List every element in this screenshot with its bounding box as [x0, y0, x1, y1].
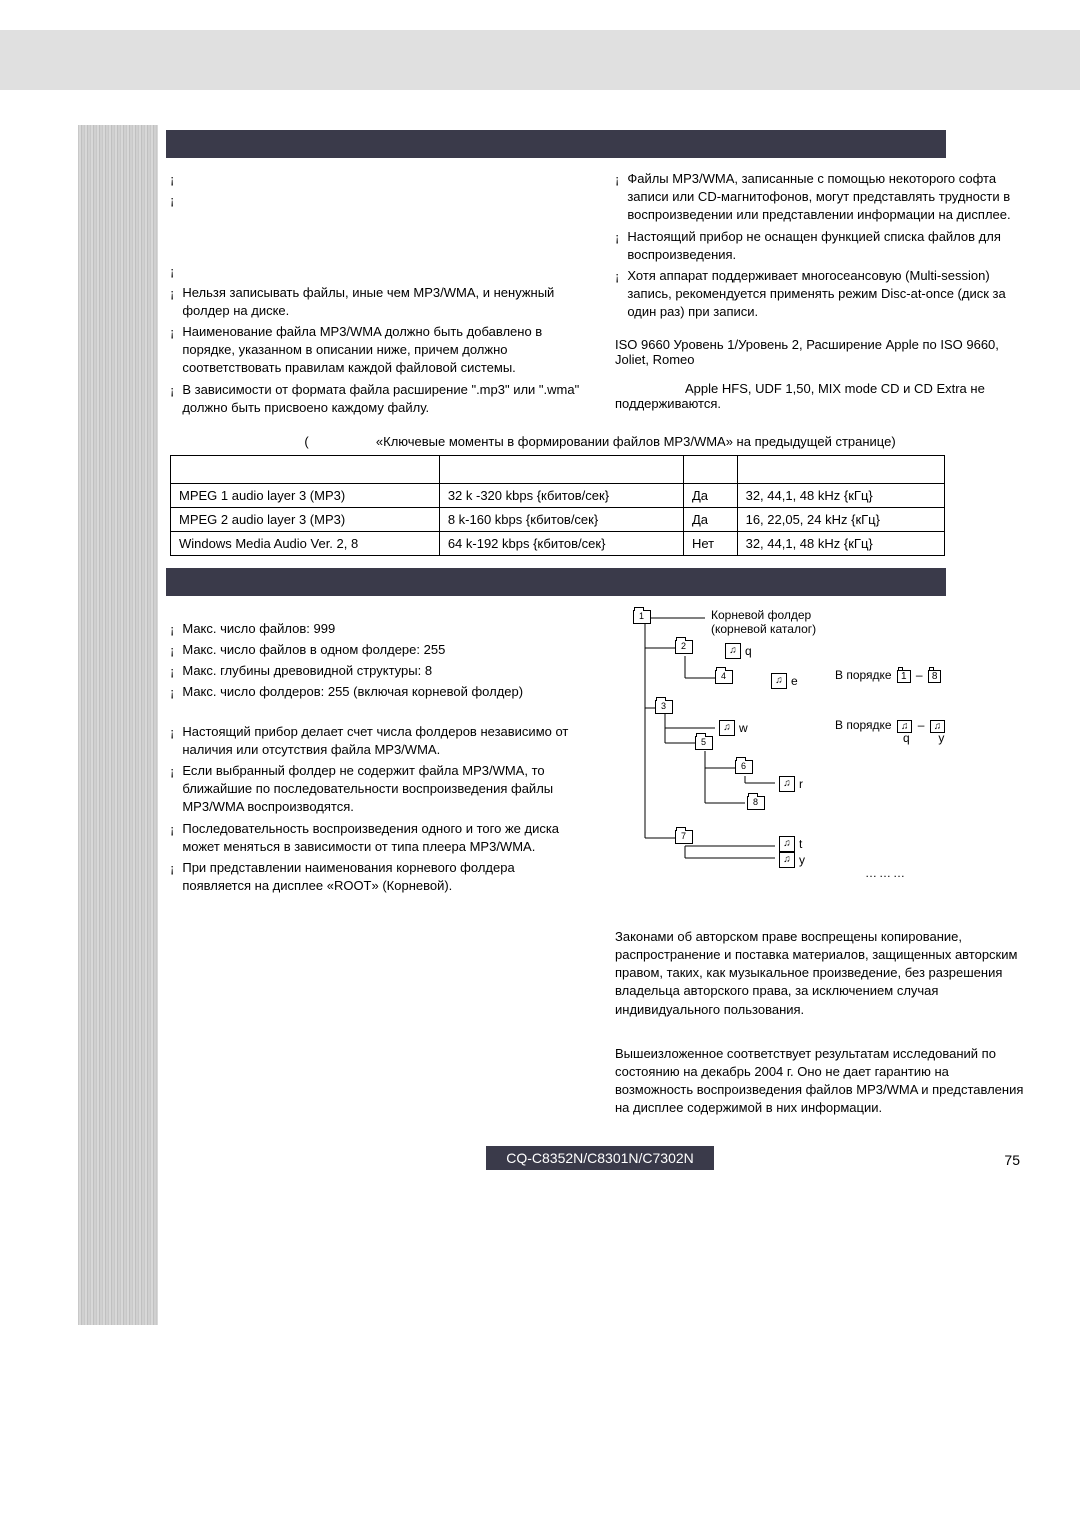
folder-icon: 2 — [675, 640, 693, 654]
folder-icon: 7 — [675, 830, 693, 844]
filesystem-line1: ISO 9660 Уровень 1/Уровень 2, Расширение… — [615, 337, 1030, 367]
filesystem-line2: Apple HFS, UDF 1,50, MIX mode CD и CD Ex… — [615, 381, 1030, 411]
section-bar-1 — [166, 130, 946, 158]
table-cell: Да — [683, 483, 737, 507]
recording-list-right: ¡Файлы MP3/WMA, записанные с помощью нек… — [615, 170, 1030, 322]
notes-list: ¡Настоящий прибор делает счет числа фолд… — [170, 723, 585, 896]
folder-icon: 8 — [747, 796, 765, 810]
music-icon: ♫ — [779, 836, 795, 852]
list-item: Настоящий прибор делает счет числа фолде… — [182, 723, 585, 759]
limits-list: ¡Макс. число файлов: 999 ¡Макс. число фа… — [170, 620, 585, 702]
music-icon: ♫ — [725, 643, 741, 659]
table-cell: MPEG 2 audio layer 3 (MP3) — [171, 507, 440, 531]
table-cell: 8 k-160 kbps {кбитов/сек} — [439, 507, 683, 531]
disclaimer-text: Вышеизложенное соответствует результатам… — [615, 1045, 1030, 1118]
order-files: В порядке ♫ – ♫ q y — [835, 718, 947, 745]
folder-icon: 3 — [655, 700, 673, 714]
section-bar-2 — [166, 568, 946, 596]
list-item: Макс. глубины древовидной структуры: 8 — [182, 662, 432, 680]
copyright-text: Законами об авторском праве воспрещены к… — [615, 928, 1030, 1019]
reference-note: ( «Ключевые моменты в формировании файло… — [170, 434, 1030, 449]
list-item: Файлы MP3/WMA, записанные с помощью неко… — [627, 170, 1030, 225]
formats-table: MPEG 1 audio layer 3 (MP3) 32 k -320 kbp… — [170, 455, 945, 556]
tree-root-sublabel: (корневой каталог) — [711, 622, 816, 636]
list-item: Нельзя записывать файлы, иные чем MP3/WM… — [182, 284, 585, 320]
table-cell: 32, 44,1, 48 kHz {кГц} — [737, 531, 944, 555]
folder-icon: 5 — [695, 736, 713, 750]
list-item: В зависимости от формата файла расширени… — [182, 381, 585, 417]
folder-icon: 6 — [735, 760, 753, 774]
footer-model: CQ-C8352N/C8301N/C7302N — [486, 1146, 714, 1170]
music-icon: ♫ — [771, 673, 787, 689]
list-item: Макс. число фолдеров: 255 (включая корне… — [182, 683, 523, 701]
folder-icon: 1 — [633, 610, 651, 624]
table-cell: MPEG 1 audio layer 3 (MP3) — [171, 483, 440, 507]
list-item: Наименование файла MP3/WMA должно быть д… — [182, 323, 585, 378]
top-gray-band — [0, 30, 1080, 90]
table-cell: 32 k -320 kbps {кбитов/сек} — [439, 483, 683, 507]
list-item: Если выбранный фолдер не содержит файла … — [182, 762, 585, 817]
table-cell: 64 k-192 kbps {кбитов/сек} — [439, 531, 683, 555]
order-folders: В порядке 1 – 8 — [835, 668, 943, 683]
folder-icon: 4 — [715, 670, 733, 684]
table-cell: Нет — [683, 531, 737, 555]
table-cell: Windows Media Audio Ver. 2, 8 — [171, 531, 440, 555]
music-icon: ♫ — [779, 852, 795, 868]
side-stripes — [78, 125, 158, 1325]
list-item: Макс. число файлов: 999 — [182, 620, 335, 638]
tree-diagram: 1 Корневой фолдер (корневой каталог) 2 ♫… — [615, 608, 975, 888]
list-item: Макс. число файлов в одном фолдере: 255 — [182, 641, 445, 659]
table-cell: Да — [683, 507, 737, 531]
tree-root-label: Корневой фолдер — [711, 608, 816, 622]
list-item: Последовательность воспроизведения одног… — [182, 820, 585, 856]
list-item: Настоящий прибор не оснащен функцией спи… — [627, 228, 1030, 264]
recording-list-left: ¡ ¡ ¡ ¡Нельзя записывать файлы, иные чем… — [170, 170, 585, 417]
music-icon: ♫ — [779, 776, 795, 792]
table-cell: 16, 22,05, 24 kHz {кГц} — [737, 507, 944, 531]
music-icon: ♫ — [719, 720, 735, 736]
list-item: Хотя аппарат поддерживает многосеансовую… — [627, 267, 1030, 322]
table-cell: 32, 44,1, 48 kHz {кГц} — [737, 483, 944, 507]
dots: ……… — [865, 866, 907, 880]
list-item: При представлении наименования корневого… — [182, 859, 585, 895]
